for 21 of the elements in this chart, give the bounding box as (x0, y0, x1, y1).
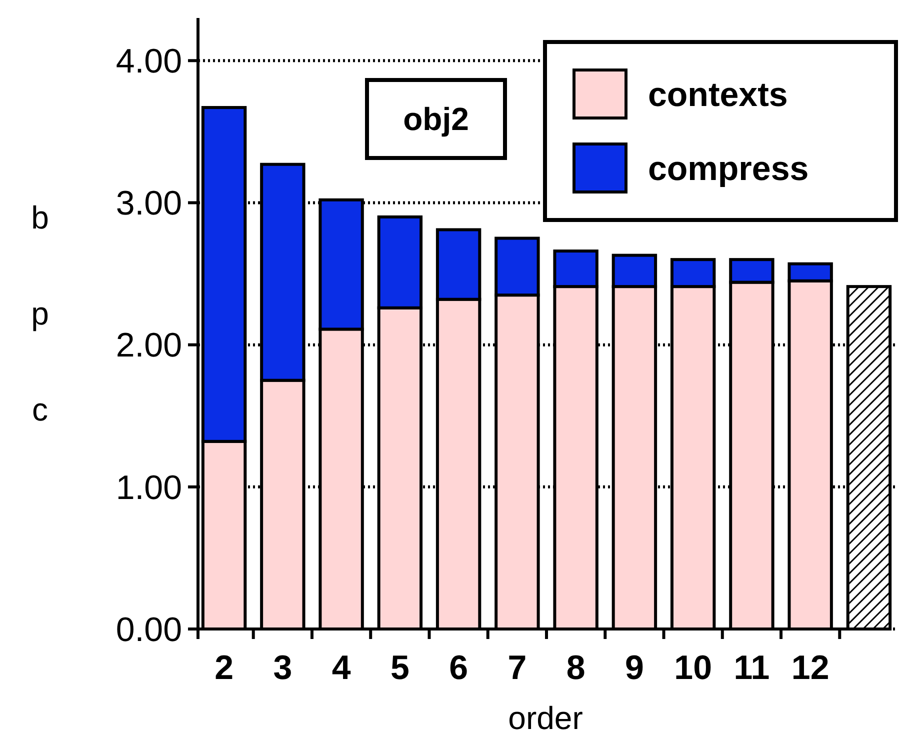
text: obj2 (403, 101, 469, 138)
x-tick-label: 6 (449, 649, 468, 687)
x-tick-label: 12 (791, 649, 830, 687)
x-tick-label: 4 (332, 649, 351, 687)
y-tick-label: 4.00 (116, 42, 182, 81)
y-tick-label: 1.00 (116, 468, 182, 507)
x-tick-label: 10 (674, 649, 712, 687)
x-tick-label: 9 (624, 649, 644, 687)
legend-label: compress (648, 150, 809, 188)
x-tick-label: 5 (390, 649, 410, 687)
text: bpc (31, 200, 49, 428)
y-tick-label: 0.00 (116, 610, 182, 649)
x-axis-title: order (508, 700, 584, 736)
y-tick-label: 2.00 (116, 326, 182, 365)
y-tick-label: 3.00 (116, 184, 182, 223)
legend-label: contexts (648, 76, 788, 114)
x-tick-label: 2 (214, 649, 234, 687)
x-tick-label: 8 (566, 649, 586, 687)
x-tick-label: 7 (508, 649, 527, 687)
x-tick-label: 3 (273, 649, 292, 687)
x-tick-label: 11 (734, 649, 770, 687)
